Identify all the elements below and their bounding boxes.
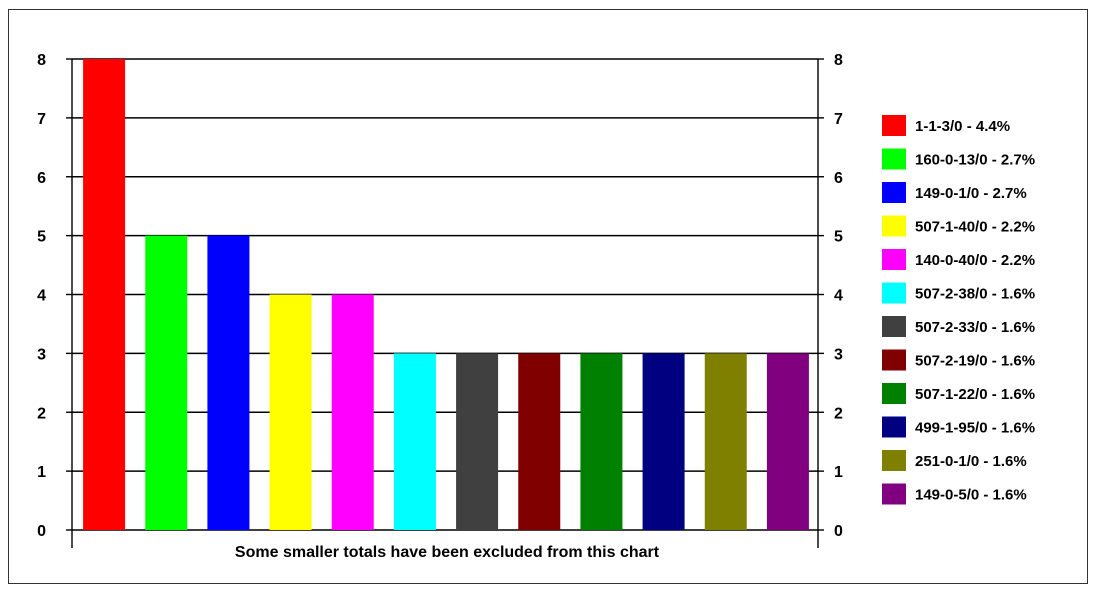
bar-12 <box>766 353 809 530</box>
legend-label-2: 160-0-13/0 - 2.7% <box>915 152 1035 169</box>
legend-label-7: 507-2-33/0 - 1.6% <box>915 319 1035 336</box>
legend-label-11: 251-0-1/0 - 1.6% <box>915 453 1027 470</box>
bar-10 <box>642 353 685 530</box>
y-tick-label-right: 4 <box>834 288 843 305</box>
y-tick-label-left: 2 <box>37 405 46 422</box>
y-tick-label-right: 7 <box>834 111 843 128</box>
y-tick-label-left: 8 <box>37 52 46 69</box>
legend-swatch-7 <box>882 316 906 337</box>
legend-swatch-5 <box>882 249 906 270</box>
right-y-axis-ticks: 0 1 2 3 4 5 6 7 8 <box>834 52 843 540</box>
y-tick-label-left: 4 <box>37 288 46 305</box>
bar-5 <box>331 294 374 530</box>
bar-1 <box>83 59 126 530</box>
y-tick-label-left: 1 <box>37 464 46 481</box>
grid-lines <box>72 58 818 531</box>
legend-swatch-12 <box>882 483 906 505</box>
legend-swatch-11 <box>882 450 906 471</box>
y-tick-label-left: 3 <box>37 346 46 363</box>
legend-label-8: 507-2-19/0 - 1.6% <box>915 353 1035 370</box>
legend: 1-1-3/0 - 4.4% 160-0-13/0 - 2.7% 149-0-1/0… <box>882 115 1035 505</box>
y-tick-label-right: 6 <box>834 170 843 187</box>
y-tick-label-left: 7 <box>37 111 46 128</box>
legend-label-5: 140-0-40/0 - 2.2% <box>915 252 1035 269</box>
bar-7 <box>456 353 499 530</box>
legend-swatch-6 <box>882 282 906 304</box>
y-tick-label-right: 2 <box>834 405 843 422</box>
bar-4 <box>269 294 312 530</box>
legend-label-10: 499-1-95/0 - 1.6% <box>915 420 1035 437</box>
axes <box>66 58 824 548</box>
bar-2 <box>145 235 188 530</box>
y-tick-label-right: 1 <box>834 464 843 481</box>
legend-label-1: 1-1-3/0 - 4.4% <box>915 118 1010 135</box>
legend-swatch-9 <box>882 383 906 404</box>
bars <box>83 59 809 530</box>
legend-label-6: 507-2-38/0 - 1.6% <box>915 286 1035 303</box>
legend-swatch-1 <box>882 115 906 136</box>
legend-swatch-3 <box>882 182 906 203</box>
y-tick-label-left: 6 <box>37 170 46 187</box>
bar-3 <box>207 235 250 530</box>
y-tick-label-right: 0 <box>834 523 843 540</box>
bar-6 <box>393 353 436 530</box>
y-tick-label-right: 8 <box>834 52 843 69</box>
y-tick-label-right: 3 <box>834 346 843 363</box>
legend-label-3: 149-0-1/0 - 2.7% <box>915 185 1027 202</box>
legend-label-4: 507-1-40/0 - 2.2% <box>915 219 1035 236</box>
legend-swatch-10 <box>882 416 906 438</box>
bar-9 <box>580 353 623 530</box>
bar-8 <box>518 353 561 530</box>
bar-11 <box>704 353 747 530</box>
y-tick-label-left: 5 <box>37 229 46 246</box>
chart-footnote: Some smaller totals have been excluded f… <box>235 544 660 561</box>
legend-swatch-4 <box>882 215 906 237</box>
legend-swatch-8 <box>882 349 906 371</box>
legend-swatch-2 <box>882 148 906 170</box>
legend-label-12: 149-0-5/0 - 1.6% <box>915 487 1027 504</box>
left-y-axis-ticks: 0 1 2 3 4 5 6 7 8 <box>37 52 46 540</box>
y-tick-label-left: 0 <box>37 523 46 540</box>
legend-label-9: 507-1-22/0 - 1.6% <box>915 386 1035 403</box>
y-tick-label-right: 5 <box>834 229 843 246</box>
